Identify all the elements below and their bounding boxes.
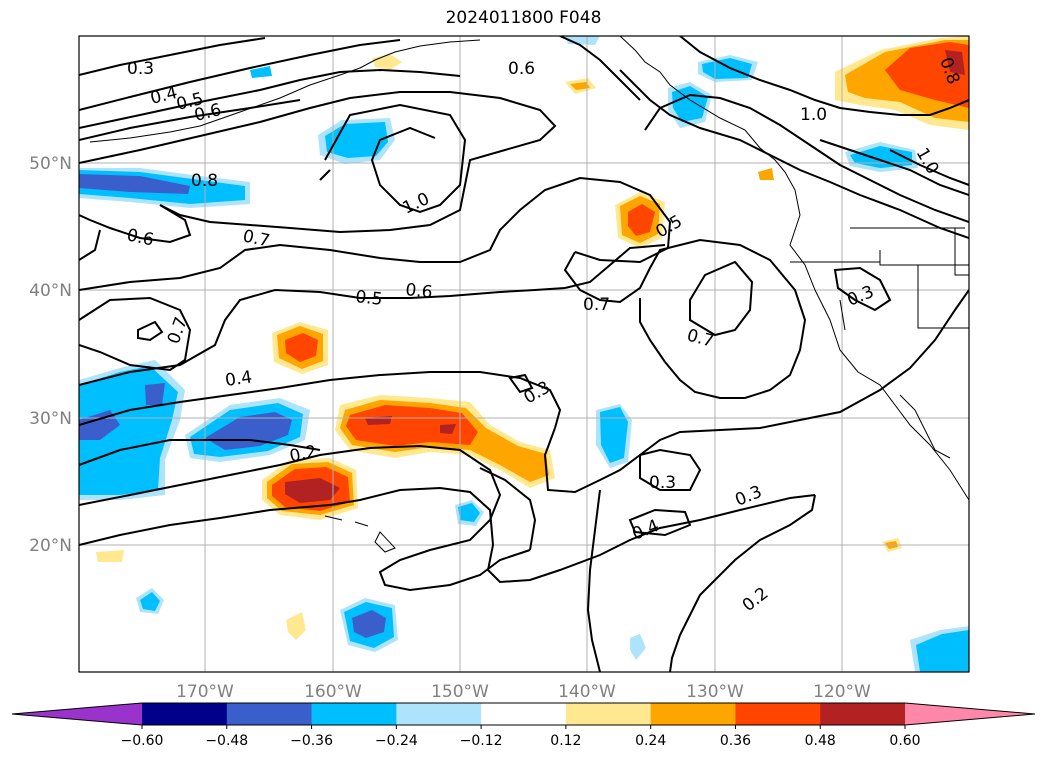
contour-label: 0.8 [191,171,218,191]
colorbar-tick-label: −0.24 [375,733,418,749]
lon-label: 140°W [558,682,616,702]
colorbar-tick-label: 0.24 [635,733,666,749]
colorbar-extend-low [12,703,142,725]
colorbar-tick-label: −0.48 [205,733,248,749]
colorbar-tick-label: 0.12 [550,733,581,749]
colorbar-bin [735,703,821,725]
map-background [79,36,969,672]
colorbar-bin [311,703,397,725]
lon-label: 120°W [813,682,871,702]
contour-label: 0.3 [127,59,154,79]
colorbar-bin [650,703,736,725]
contour-label: 0.3 [649,473,676,493]
colorbar-tick-label: 0.48 [805,733,836,749]
contour-label: 0.5 [354,287,383,310]
lat-label: 50°N [29,154,72,174]
contour-lines [79,36,969,672]
colorbar-tick-label: 0.36 [720,733,751,749]
lon-label: 170°W [176,682,234,702]
colorbar-bin [226,703,313,725]
map-frame [78,35,970,673]
colorbar-tick-label: −0.12 [460,733,503,749]
colorbar-bin [396,703,482,725]
colorbar: −0.60 −0.48 −0.36 −0.24 −0.12 0.12 0.24 0.36 0.4… [11,702,1036,749]
colorbar-bin [142,703,228,725]
colorbar-bin [481,703,567,725]
contour-label: 0.6 [404,280,433,303]
shaded-regions [79,36,969,672]
lat-label: 40°N [29,281,72,301]
contour-label: 0.6 [508,59,535,79]
latitude-axis: 50°N 40°N 30°N 20°N [29,154,72,556]
colorbar-tick-label: 0.60 [889,733,920,749]
colorbar-bin [820,703,906,725]
longitude-axis: 170°W 160°W 150°W 140°W 130°W 120°W [176,682,871,702]
lon-label: 160°W [304,682,362,702]
lon-label: 130°W [686,682,744,702]
colorbar-tick-label: −0.60 [121,733,164,749]
lat-label: 30°N [29,409,72,429]
colorbar-tick-label: −0.36 [290,733,333,749]
colorbar-bin [565,703,652,725]
coastlines [89,36,969,553]
lon-label: 150°W [431,682,489,702]
contour-label: 0.4 [224,367,254,391]
contour-label: 1.0 [800,105,827,125]
contour-label: 0.7 [583,295,610,315]
map-title: 2024011800 F048 [445,8,602,28]
lat-label: 20°N [29,536,72,556]
colorbar-extend-high [905,703,1035,725]
